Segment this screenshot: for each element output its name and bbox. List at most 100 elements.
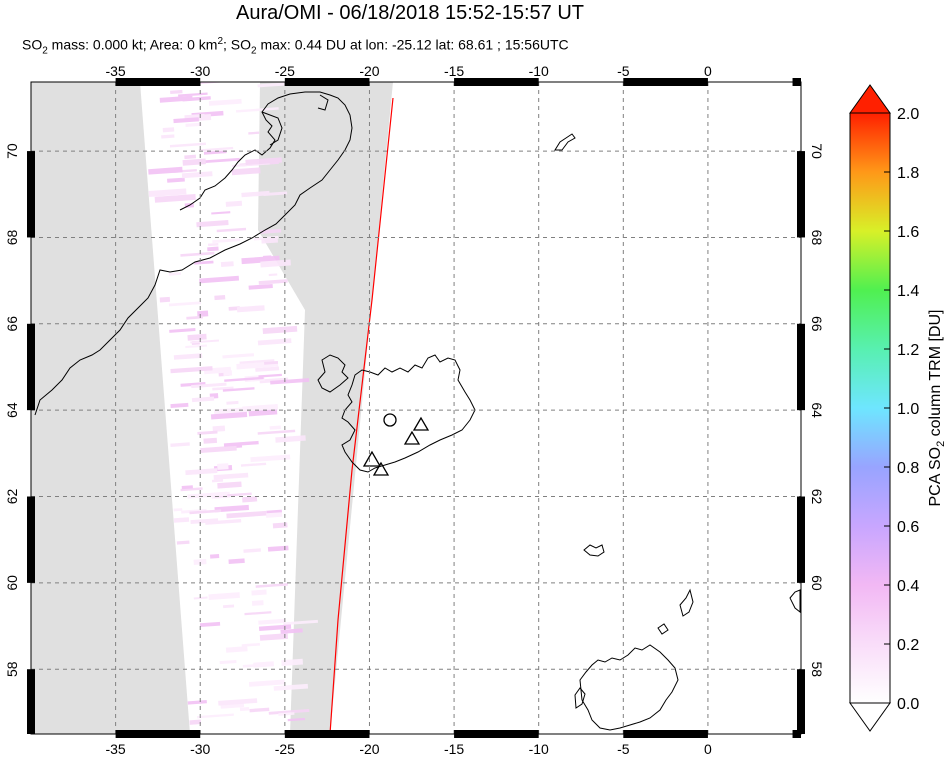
- so2-streak: [170, 402, 189, 409]
- lon-tick-top: -35: [105, 63, 125, 79]
- graticule: [31, 82, 801, 734]
- border-bar-bottom: [115, 730, 201, 738]
- so2-streak: [258, 618, 285, 625]
- so2-streak: [266, 509, 282, 514]
- border-bar-right: [797, 323, 805, 411]
- jan-mayen: [554, 133, 576, 151]
- border-bar-bottom: [623, 730, 708, 738]
- colorbar-tick-label: 1.8: [897, 165, 919, 182]
- swath-edge-line: [329, 97, 394, 734]
- border-bar-top: [284, 78, 370, 86]
- so2-streak: [222, 387, 255, 392]
- so2-streak: [217, 481, 242, 489]
- so2-streak: [185, 468, 218, 476]
- so2-streak: [260, 259, 291, 268]
- so2-streak: [196, 713, 234, 719]
- so2-streak: [253, 661, 275, 668]
- iceland-westfjords: [317, 354, 349, 393]
- so2-streak: [199, 275, 240, 284]
- so2-streak: [207, 246, 219, 252]
- so2-streak: [210, 411, 248, 420]
- so2-streak: [185, 122, 202, 127]
- so2-streak: [203, 437, 218, 444]
- colorbar-tick-label: 2.0: [897, 106, 919, 123]
- so2-streak: [190, 339, 220, 344]
- lon-tick-bottom: -15: [444, 741, 464, 757]
- so2-streak: [217, 463, 229, 470]
- so2-streak: [212, 238, 241, 244]
- so2-streak: [169, 142, 206, 148]
- lon-tick-bottom: -25: [275, 741, 295, 757]
- border-bar-bottom: [792, 730, 801, 738]
- so2-streak: [281, 658, 304, 667]
- so2-streak: [264, 361, 279, 365]
- so2-streak: [218, 698, 258, 706]
- coastlines: [34, 91, 801, 731]
- colorbar-label: PCA SO2 column TRM [DU]: [927, 310, 947, 507]
- so2-streak: [259, 377, 289, 384]
- so2-streak: [209, 553, 220, 559]
- outer-hebrides: [574, 687, 586, 709]
- so2-streak: [173, 508, 183, 512]
- so2-streak: [244, 611, 272, 616]
- so2-streak: [148, 188, 187, 197]
- so2-streak: [189, 719, 202, 725]
- border-bar-right: [797, 151, 805, 238]
- so2-streak: [214, 504, 250, 513]
- border-bar-left: [27, 496, 35, 583]
- so2-streak: [181, 171, 213, 179]
- so2-streak: [216, 227, 247, 233]
- so2-streak: [187, 700, 207, 705]
- so2-streak: [239, 706, 250, 712]
- shetland: [679, 588, 694, 617]
- so2-streak: [283, 619, 318, 626]
- lat-tick-left: 58: [4, 661, 20, 677]
- no-data-swath-left: [31, 82, 190, 734]
- lon-tick-top: -10: [529, 63, 549, 79]
- so2-streak: [168, 272, 182, 276]
- orkney: [657, 623, 669, 635]
- so2-streak: [197, 430, 218, 435]
- so2-streak: [186, 315, 203, 320]
- so2-streak: [181, 508, 207, 514]
- colorbar-tick-label: 0.4: [897, 578, 919, 595]
- so2-streak: [148, 166, 183, 175]
- so2-streak: [261, 237, 279, 244]
- so2-streak: [173, 353, 203, 360]
- so2-streak: [223, 440, 259, 447]
- so2-streak: [208, 98, 242, 106]
- so2-streak: [248, 409, 278, 417]
- so2-streak: [198, 157, 240, 164]
- volcano-triangle-4: [372, 461, 390, 476]
- so2-streak: [219, 660, 237, 665]
- no-data-swath-right: [258, 82, 393, 734]
- so2-streak: [259, 633, 289, 641]
- so2-streak: [176, 540, 190, 545]
- so2-streak: [198, 146, 234, 152]
- volcano-triangle-3: [362, 450, 382, 467]
- so2-streak: [242, 664, 254, 668]
- so2-streak: [235, 107, 279, 113]
- volcano-markers: [362, 413, 430, 476]
- lon-tick-top: 0: [704, 63, 712, 79]
- lon-tick-bottom: -30: [190, 741, 210, 757]
- so2-streak: [241, 190, 270, 198]
- greenland-coast: [34, 91, 353, 416]
- so2-streak: [268, 273, 278, 277]
- colorbar-tick-label: 1.6: [897, 224, 919, 241]
- lat-tick-left: 60: [4, 575, 20, 591]
- so2-streak: [205, 518, 242, 525]
- so2-streak: [185, 344, 207, 349]
- so2-streak: [240, 462, 267, 467]
- lon-tick-bottom: -10: [529, 741, 549, 757]
- so2-retrieval-streaks: [148, 82, 318, 725]
- so2-streak: [226, 510, 267, 519]
- map-tick-labels: -35 -35 -30 -30 -25 -25 -20 -20 -15 -15 -10 -10 -5 -5…: [4, 63, 825, 757]
- so2-streak: [263, 255, 272, 260]
- so2-streak: [212, 386, 234, 391]
- so2-streak: [226, 400, 239, 405]
- so2-streak: [211, 211, 231, 215]
- lat-tick-right: 70: [809, 143, 825, 159]
- colorbar-tick-label: 0.8: [897, 460, 919, 477]
